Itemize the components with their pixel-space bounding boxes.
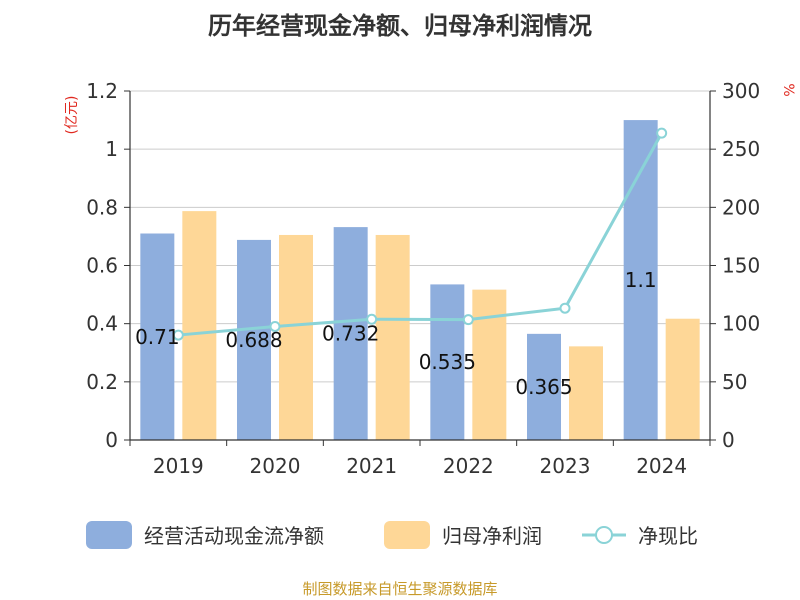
x-tick-label: 2022 <box>443 454 494 478</box>
x-tick-label: 2020 <box>250 454 301 478</box>
legend-swatch-ratio-marker <box>595 526 613 544</box>
data-labels-group: 0.71 0.688 0.732 0.535 0.365 1.1 <box>135 268 657 399</box>
legend-label-cash-flow: 经营活动现金流净额 <box>144 524 324 548</box>
y-left-tick-label: 1.2 <box>86 79 118 103</box>
y-left-tick-label: 0.8 <box>86 195 118 219</box>
source-note: 制图数据来自恒生聚源数据库 <box>302 580 498 598</box>
bar-net-profit <box>375 234 410 440</box>
bar-net-profit <box>279 234 313 440</box>
y-left-tick-label: 0.6 <box>86 254 118 278</box>
legend-label-ratio: 净现比 <box>638 524 698 548</box>
line-ratio <box>178 132 663 337</box>
y-right-tick-label: 150 <box>722 254 760 278</box>
line-ratio-point <box>559 302 571 314</box>
y-right-axis-unit: % <box>780 83 796 96</box>
line-ratio-point <box>269 320 281 332</box>
bar-net-profit <box>569 346 603 440</box>
line-ratio-point <box>656 127 668 139</box>
y-right-tick-label: 0 <box>722 428 735 452</box>
y-left-tick-label: 0.4 <box>86 312 118 336</box>
line-series-group <box>172 127 668 341</box>
grid-lines <box>130 90 710 383</box>
legend-label-net-profit: 归母净利润 <box>442 524 542 548</box>
line-ratio-point <box>366 313 378 325</box>
x-tick-label: 2019 <box>153 454 204 478</box>
y-right-tick-label: 100 <box>722 312 760 336</box>
y-left-tick-label: 0.2 <box>86 370 118 394</box>
bar-cash-flow <box>237 239 271 440</box>
data-label-cash-flow: 0.732 <box>322 322 379 346</box>
bar-cash-flow <box>527 333 561 440</box>
data-label-cash-flow: 0.688 <box>225 328 282 352</box>
bar-cash-flow <box>333 227 368 440</box>
bar-net-profit <box>182 211 217 440</box>
x-tick-label: 2023 <box>540 454 591 478</box>
y-right-tick-label: 300 <box>722 79 760 103</box>
legend-swatch-net-profit <box>384 521 430 549</box>
bar-net-profit <box>472 289 507 440</box>
y-right-tick-label: 50 <box>722 370 747 394</box>
y-left-axis-unit: (亿元) <box>64 96 80 135</box>
bar-net-profit <box>665 318 700 440</box>
data-label-cash-flow: 0.71 <box>135 325 180 349</box>
legend: 经营活动现金流净额 归母净利润 净现比 <box>86 521 698 549</box>
line-ratio-point <box>172 329 184 341</box>
data-label-cash-flow: 1.1 <box>625 268 657 292</box>
chart-title: 历年经营现金净额、归母净利润情况 <box>208 12 592 40</box>
data-label-cash-flow: 0.535 <box>419 350 476 374</box>
bar-cash-flow <box>430 284 465 440</box>
y-left-tick-label: 1 <box>105 137 118 161</box>
axes-group: 0 0.2 0.4 0.6 0.8 1 1.2 0 50 100 150 200 250 300 (亿元)%… <box>64 79 796 478</box>
data-label-cash-flow: 0.365 <box>515 375 572 399</box>
y-right-tick-label: 250 <box>722 137 760 161</box>
y-left-tick-label: 0 <box>105 428 118 452</box>
bar-cash-flow <box>140 233 175 440</box>
y-right-tick-label: 200 <box>722 195 760 219</box>
x-tick-label: 2024 <box>636 454 687 478</box>
bars-group <box>140 120 700 440</box>
x-tick-label: 2021 <box>346 454 397 478</box>
legend-swatch-cash-flow <box>86 521 132 549</box>
line-ratio-point <box>462 314 474 326</box>
